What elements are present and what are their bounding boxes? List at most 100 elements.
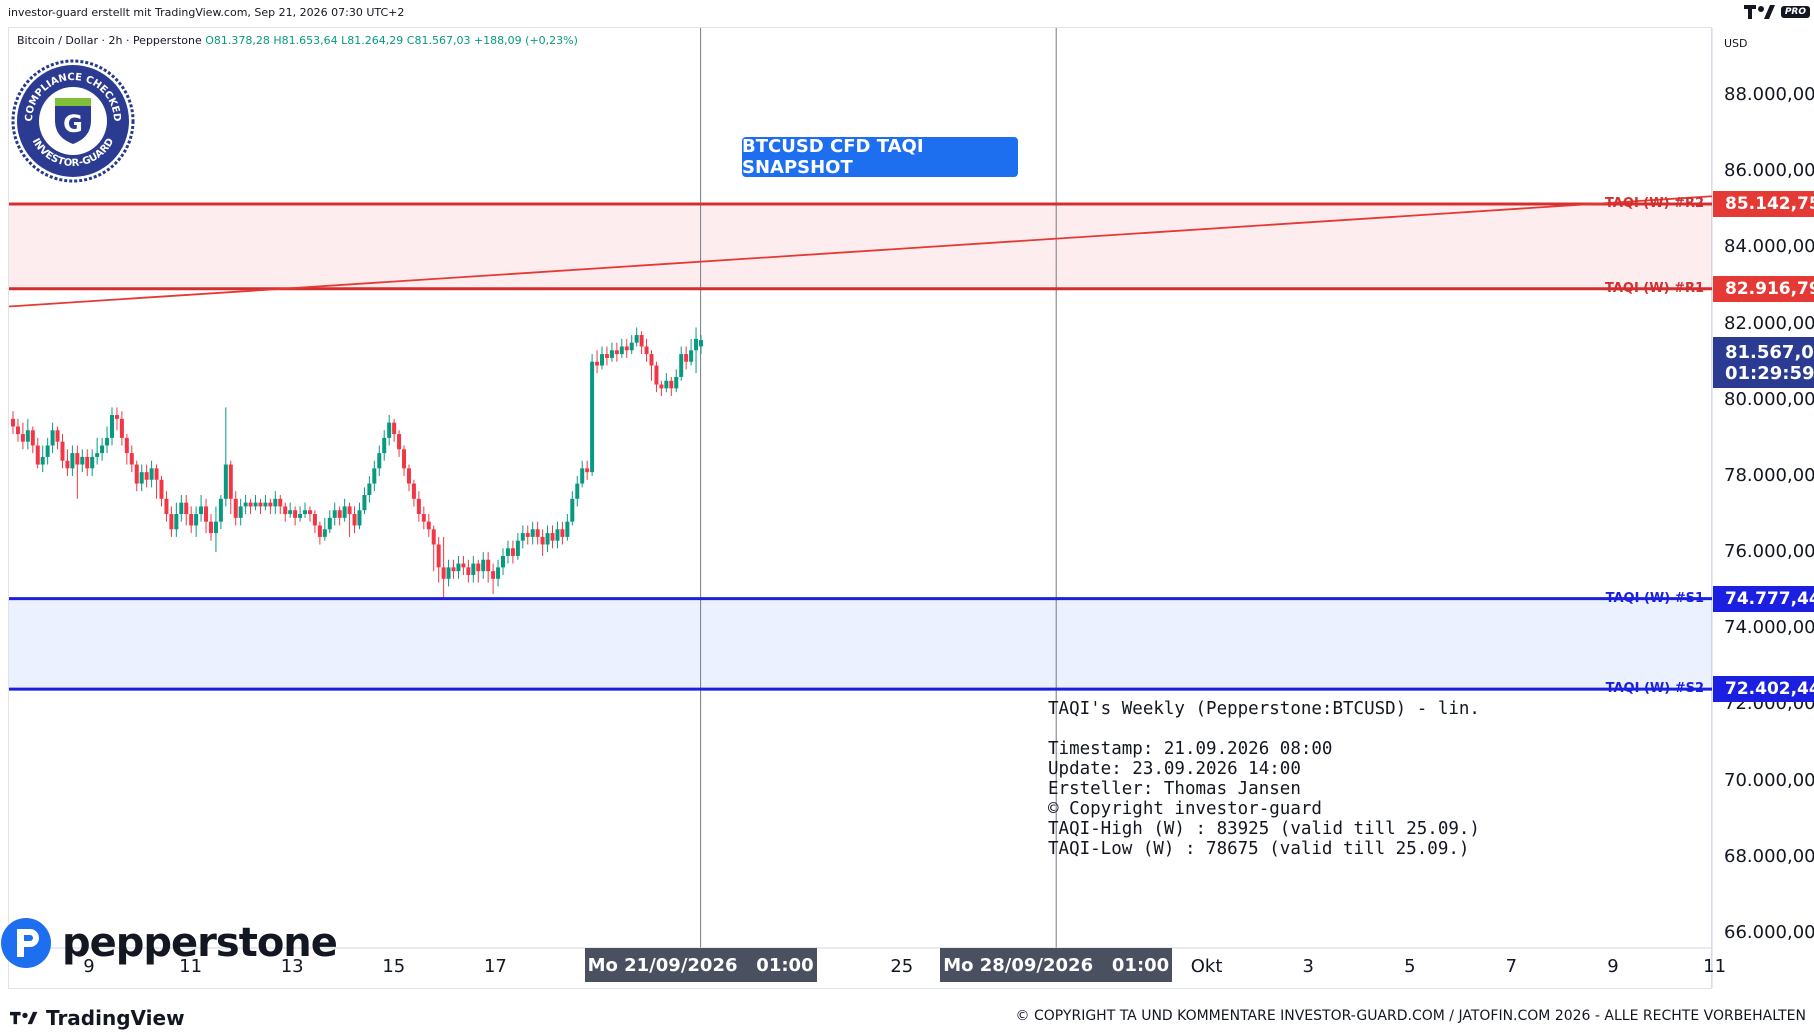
candle-body — [337, 510, 342, 518]
time-tick-label: 11 — [179, 956, 203, 977]
price-tick-label: 84.000,00 — [1724, 236, 1814, 258]
candle-body — [684, 354, 689, 362]
candle-body — [149, 468, 154, 480]
time-tick-label: 13 — [280, 956, 304, 977]
candle-body — [595, 361, 600, 366]
candle-body — [312, 514, 317, 526]
candle-body — [639, 335, 644, 347]
candle-body — [501, 555, 506, 568]
candle-body — [392, 422, 397, 435]
candle-body — [446, 567, 451, 579]
candle-body — [189, 514, 194, 526]
time-tick-label: 3 — [1302, 956, 1314, 977]
candle-body — [11, 418, 15, 427]
price-tick-label: 68.000,00 — [1724, 845, 1814, 867]
candle-body — [30, 430, 35, 446]
price-tick-label: 82.000,00 — [1724, 312, 1814, 334]
candle-body — [268, 502, 273, 507]
candle-body — [100, 445, 105, 454]
candle-body — [406, 468, 411, 484]
candle-body — [624, 346, 629, 351]
svg-text:G: G — [63, 110, 83, 138]
level-label: TAQI (W) #S2 — [1605, 681, 1704, 697]
candle-body — [298, 514, 303, 518]
candle-body — [555, 529, 560, 541]
time-tick-label: 5 — [1404, 956, 1416, 977]
candle-body — [134, 464, 139, 484]
candle-body — [124, 437, 129, 454]
candle-body — [694, 338, 699, 351]
candle-body — [159, 479, 164, 499]
level-label: TAQI (W) #R1 — [1604, 280, 1704, 296]
candle-body — [486, 559, 491, 572]
candle-body — [332, 510, 337, 518]
candle-body — [223, 464, 228, 499]
time-tick-label: 11 — [1703, 956, 1727, 977]
candle-body — [95, 453, 100, 457]
candle-body — [258, 502, 263, 507]
resistance-zone — [9, 203, 1712, 289]
symbol-info: Bitcoin / Dollar · 2h · Pepperstone O81.… — [17, 34, 578, 47]
candle-body — [228, 464, 233, 499]
candle-body — [560, 529, 565, 537]
level-price-tag: 82.916,79 — [1713, 275, 1814, 302]
candle-body — [510, 548, 515, 556]
price-tick-label: 80.000,00 — [1724, 388, 1814, 410]
candle-body — [184, 502, 189, 515]
candle-body — [70, 453, 75, 469]
candle-body — [505, 548, 510, 556]
candle-body — [45, 445, 50, 457]
candle-body — [362, 495, 367, 511]
candle-body — [248, 502, 253, 507]
date-marker-tag: Mo 28/09/2026 01:00 — [940, 948, 1173, 982]
candle-body — [357, 510, 362, 526]
candle-body — [347, 506, 352, 515]
currency-label: USD — [1724, 37, 1748, 50]
candle-body — [644, 346, 649, 355]
symbol-name: Bitcoin / Dollar · 2h · Pepperstone — [17, 34, 202, 47]
time-tick-label: 7 — [1505, 956, 1518, 977]
tradingview-pro-badge[interactable]: PRO — [1743, 4, 1810, 20]
time-tick-label: 9 — [83, 956, 95, 977]
candle-body — [402, 449, 407, 469]
candle-body — [114, 415, 119, 419]
tradingview-footer-logo[interactable]: TradingView — [10, 1006, 185, 1030]
level-label: TAQI (W) #R2 — [1604, 195, 1704, 211]
candle-body — [303, 510, 308, 515]
candle-body — [550, 533, 555, 541]
candle-body — [144, 472, 149, 480]
price-tick-label: 86.000,00 — [1724, 160, 1814, 182]
candle-body — [436, 544, 441, 568]
level-price-tag: 74.777,44 — [1713, 585, 1814, 612]
compliance-badge-icon: COMPLIANCE CHECKED INVESTOR-GUARD G — [11, 59, 135, 183]
candle-body — [604, 354, 609, 358]
candle-body — [327, 517, 332, 530]
candle-body — [609, 350, 614, 358]
candle-body — [50, 430, 55, 446]
candle-body — [75, 453, 80, 465]
candle-body — [451, 567, 456, 572]
info-line: Ersteller: Thomas Jansen — [1048, 779, 1301, 799]
tradingview-logo-icon — [10, 1011, 38, 1025]
price-tick-label: 66.000,00 — [1724, 921, 1814, 943]
pepperstone-logo: pepperstone — [0, 917, 338, 969]
time-tick-label: 25 — [890, 956, 914, 977]
candle-body — [456, 563, 461, 572]
candle-body — [416, 498, 421, 515]
snapshot-title[interactable]: BTCUSD CFD TAQI SNAPSHOT — [742, 136, 1018, 178]
change-value: +188,09 (+0,23%) — [473, 34, 578, 47]
candle-body — [540, 536, 545, 545]
candle-body — [387, 422, 392, 438]
candle-body — [307, 510, 312, 515]
candle-body — [421, 514, 426, 522]
candle-body — [699, 340, 703, 347]
info-line: TAQI-High (W) : 83925 (valid till 25.09.… — [1048, 819, 1480, 839]
time-tick-label: Okt — [1190, 956, 1223, 977]
candle-body — [679, 354, 684, 377]
candle-body — [570, 498, 575, 522]
date-marker-tag: Mo 21/09/2026 01:00 — [584, 948, 817, 982]
candle-body — [377, 453, 382, 469]
candle-body — [199, 506, 204, 515]
candle-body — [614, 350, 619, 355]
